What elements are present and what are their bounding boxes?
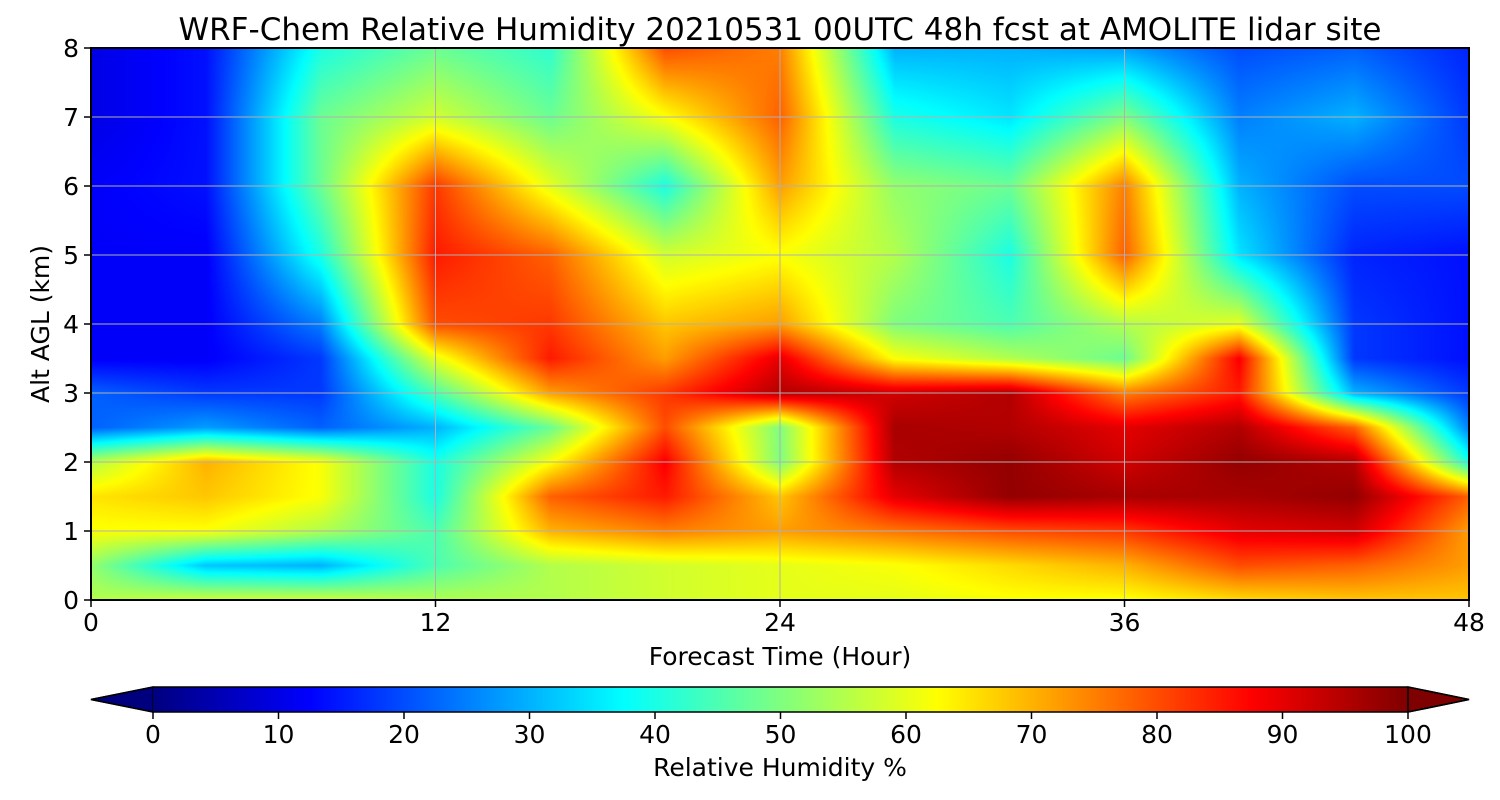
colorbar: 0 10 20 30 40 50 60 70 80 90 100 Relative Humidity… (90, 686, 1470, 782)
x-tick-label: 12 (420, 608, 452, 637)
colorbar-tick-label: 30 (514, 720, 546, 749)
y-tick-label: 7 (63, 103, 79, 132)
chart-title: WRF-Chem Relative Humidity 20210531 00UT… (178, 12, 1381, 48)
colorbar-tick-label: 20 (388, 720, 420, 749)
colorbar-tick-label: 90 (1267, 720, 1299, 749)
x-tick-label: 0 (83, 608, 99, 637)
x-tick-label: 48 (1453, 608, 1485, 637)
colorbar-ticks: 0 10 20 30 40 50 60 70 80 90 100 (145, 712, 1432, 749)
colorbar-tick-label: 0 (145, 720, 161, 749)
y-tick-label: 6 (63, 172, 79, 201)
colorbar-label: Relative Humidity % (653, 753, 907, 782)
y-axis-label: Alt AGL (km) (26, 245, 55, 403)
colorbar-tick-label: 60 (890, 720, 922, 749)
y-tick-label: 8 (63, 34, 79, 63)
colorbar-tick-label: 80 (1141, 720, 1173, 749)
colorbar-tick-label: 100 (1384, 720, 1432, 749)
colorbar-tick-label: 70 (1016, 720, 1048, 749)
x-tick-label: 36 (1109, 608, 1141, 637)
colorbar-extend-min (90, 686, 154, 713)
y-tick-label: 0 (63, 586, 79, 615)
y-tick-label: 4 (63, 310, 79, 339)
colorbar-extend-max (1407, 686, 1470, 713)
colorbar-tick-label: 40 (639, 720, 671, 749)
x-tick-label: 24 (764, 608, 796, 637)
colorbar-gradient (153, 687, 1408, 712)
x-axis-label: Forecast Time (Hour) (649, 642, 912, 671)
y-tick-label: 1 (63, 517, 79, 546)
x-axis: 0 12 24 36 48 (83, 600, 1485, 637)
y-tick-label: 5 (63, 241, 79, 270)
y-axis: 0 1 2 3 4 5 6 7 8 (63, 34, 91, 615)
colorbar-tick-label: 50 (765, 720, 797, 749)
y-tick-label: 3 (63, 379, 79, 408)
grid-lines (91, 48, 1469, 600)
y-tick-label: 2 (63, 448, 79, 477)
colorbar-tick-label: 10 (263, 720, 295, 749)
